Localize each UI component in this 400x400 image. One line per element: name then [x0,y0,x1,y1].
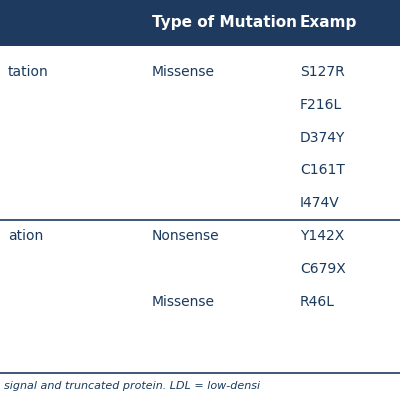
Text: Nonsense: Nonsense [152,229,220,243]
Text: D374Y: D374Y [300,130,345,145]
Text: C679X: C679X [300,262,346,276]
FancyBboxPatch shape [0,0,400,46]
Text: C161T: C161T [300,163,345,178]
Text: F216L: F216L [300,98,342,112]
Text: Type of Mutation: Type of Mutation [152,16,297,30]
Text: Y142X: Y142X [300,229,344,243]
FancyBboxPatch shape [0,46,400,373]
Text: Missense: Missense [152,65,215,79]
Text: Examp: Examp [300,16,357,30]
Text: ation: ation [8,229,43,243]
Text: R46L: R46L [300,295,335,309]
Text: S127R: S127R [300,65,345,79]
Text: Missense: Missense [152,295,215,309]
Text: I474V: I474V [300,196,340,210]
Text: tation: tation [8,65,49,79]
FancyBboxPatch shape [0,373,400,400]
Text: signal and truncated protein. LDL = low-densi: signal and truncated protein. LDL = low-… [4,382,260,391]
